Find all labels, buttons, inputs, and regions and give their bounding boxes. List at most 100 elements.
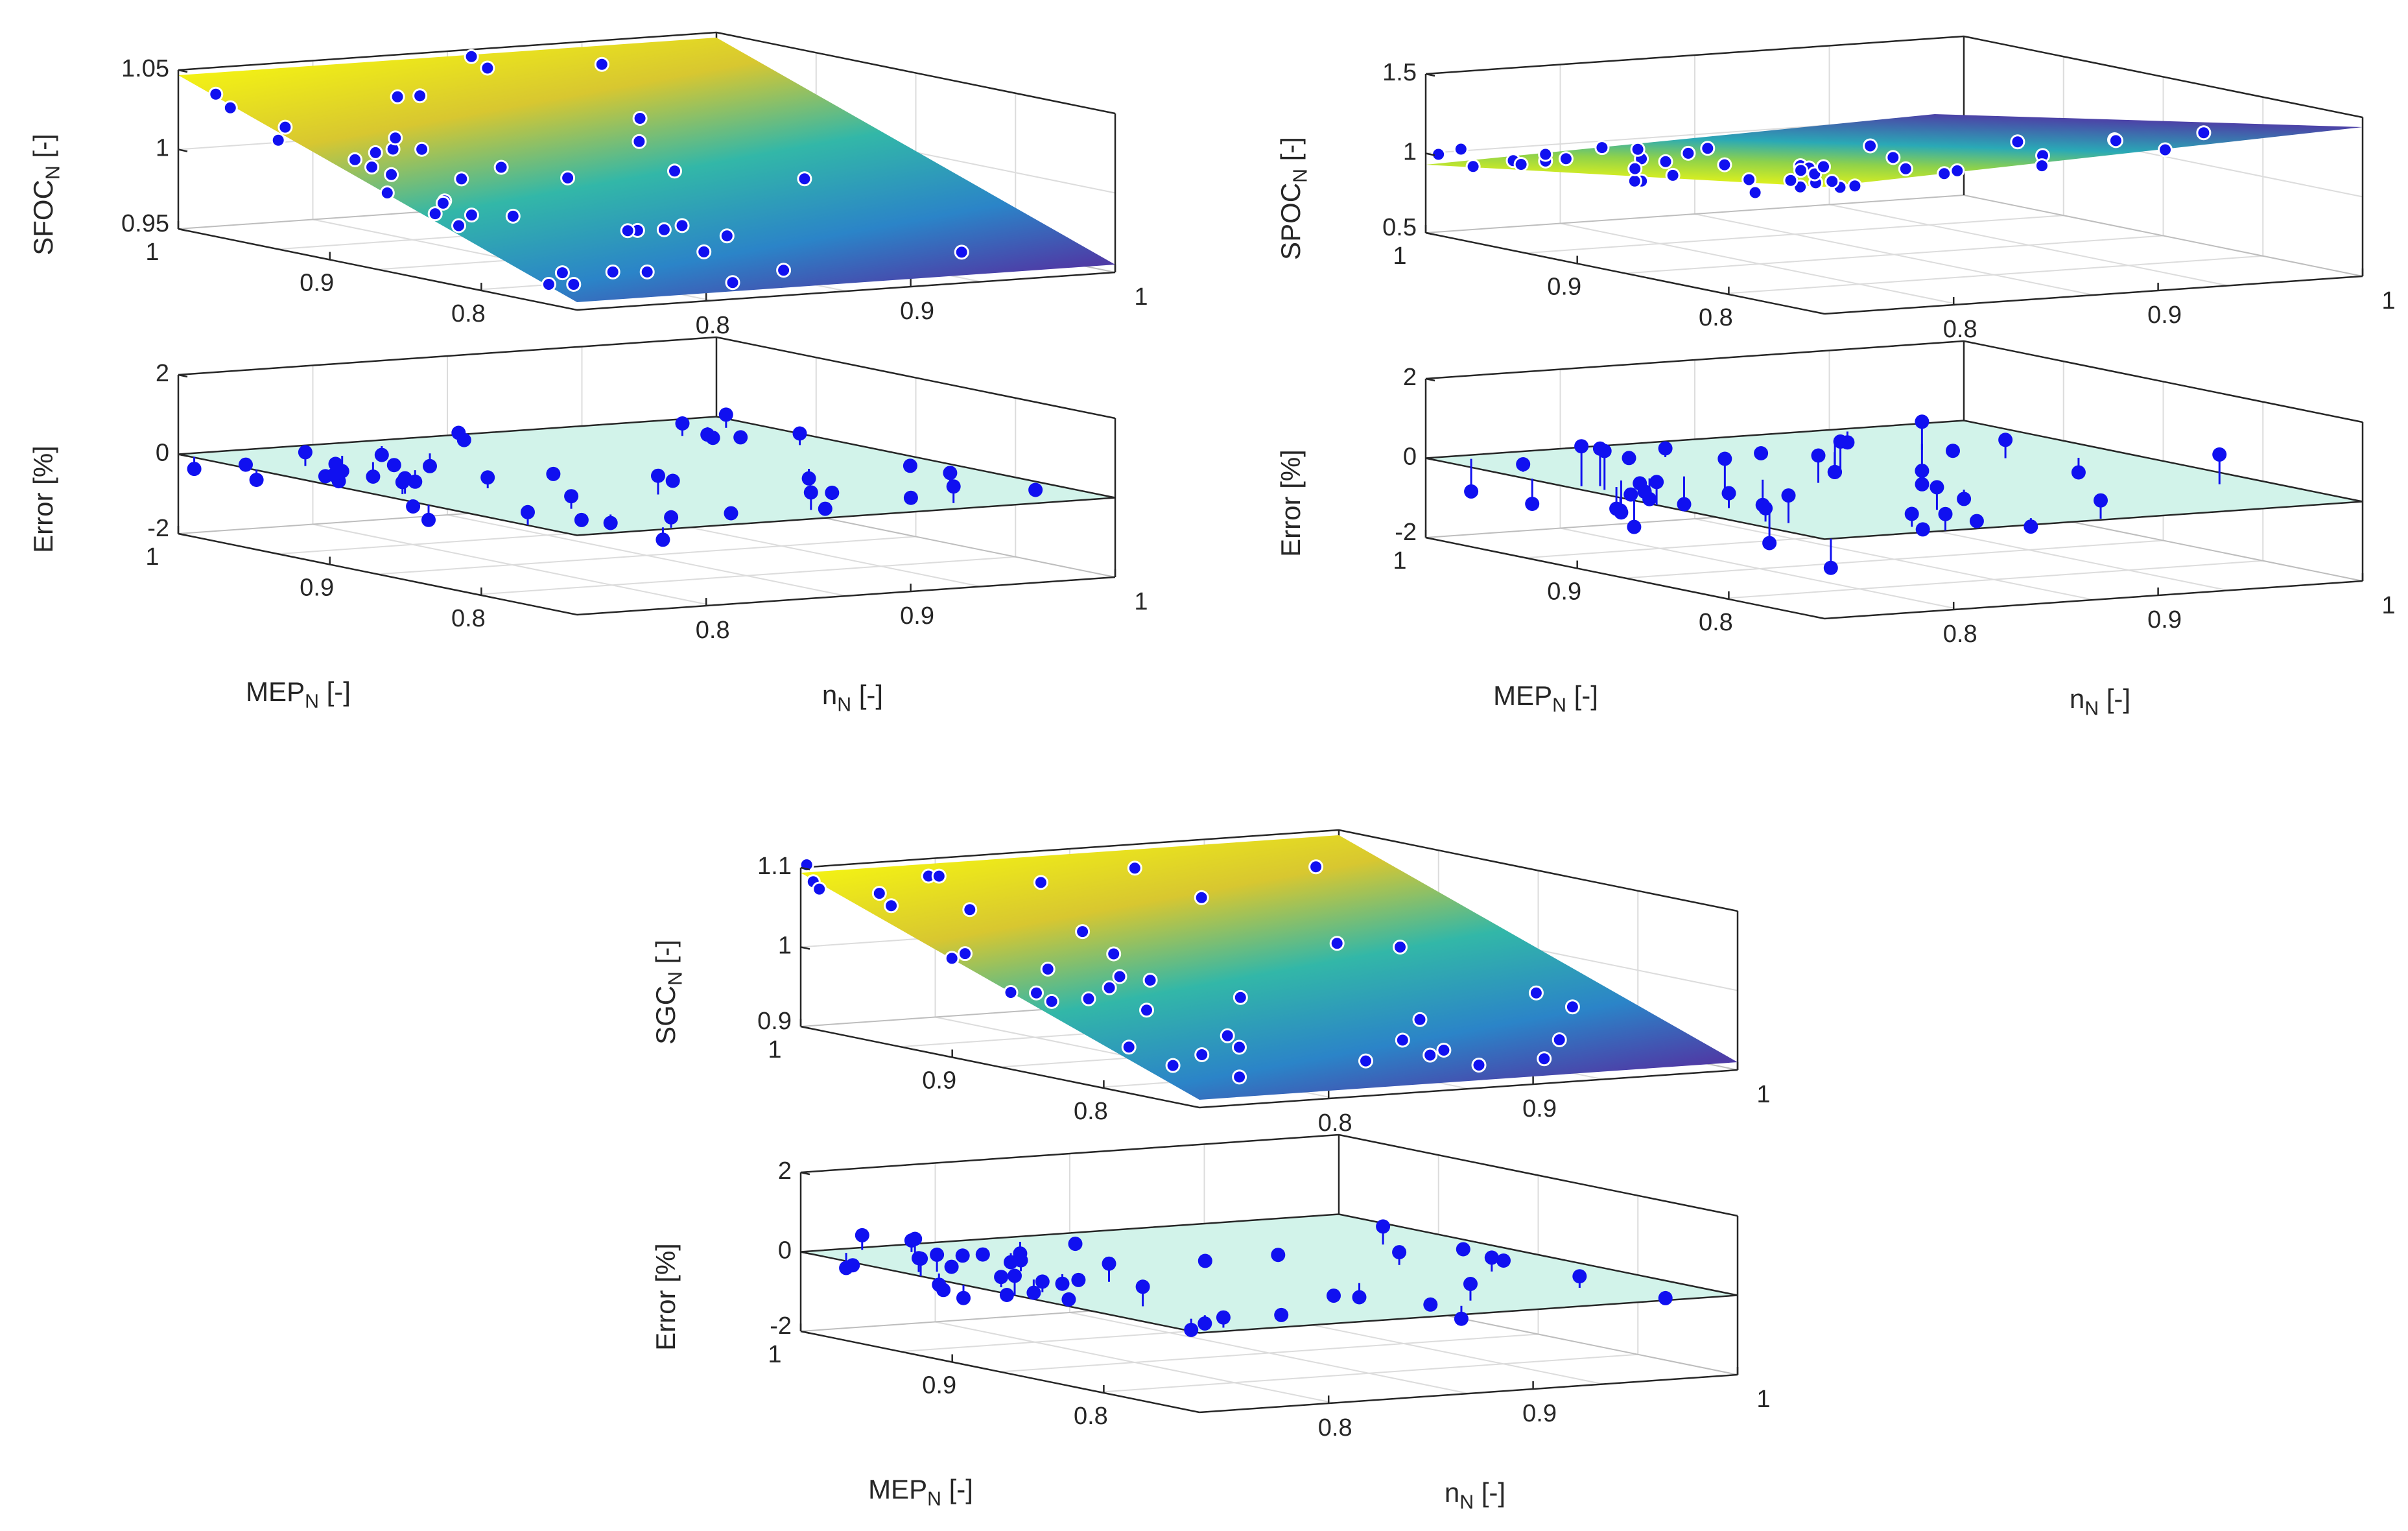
z-tick — [1425, 457, 1435, 461]
data-point — [1232, 1039, 1247, 1055]
z-tick-label: 1 — [156, 135, 169, 162]
box-edge — [1425, 195, 1965, 233]
data-point — [1564, 999, 1580, 1015]
grid-line — [377, 536, 916, 575]
z-tick — [800, 1171, 810, 1176]
error-point — [825, 485, 840, 500]
z-tick-label: 1.5 — [1382, 59, 1417, 86]
error-point — [1028, 482, 1043, 497]
y-axis-line — [800, 1025, 1200, 1109]
z-tick-label: 1 — [778, 932, 792, 960]
data-point — [1898, 161, 1913, 176]
data-point — [541, 277, 556, 292]
error-point — [724, 506, 738, 521]
data-point — [605, 264, 620, 279]
error-point — [801, 471, 816, 486]
data-point — [1658, 154, 1673, 169]
panel-2: -2 0 2 1 0.9 0.8 0.8 0.9 1 Error [%] MEPN [-] nN [-… — [28, 336, 1148, 715]
error-point — [1781, 488, 1796, 503]
data-point — [639, 264, 655, 279]
error-point — [1938, 506, 1953, 521]
data-point — [505, 208, 521, 224]
data-point — [412, 88, 428, 104]
x-tick-label: 1 — [1756, 1081, 1770, 1108]
z-tick-label: -2 — [770, 1312, 792, 1340]
data-point — [1793, 163, 1808, 178]
error-point — [1957, 492, 1972, 506]
data-point — [1558, 151, 1574, 167]
error-point — [930, 1247, 945, 1262]
z-axis-label: Error [%] — [1275, 449, 1306, 557]
data-point — [632, 134, 647, 149]
y-tick-label: 1 — [1393, 243, 1406, 270]
z-tick — [800, 1330, 810, 1335]
error-point — [943, 466, 958, 481]
y-axis-line — [800, 1330, 1200, 1414]
error-point — [1376, 1219, 1391, 1234]
error-point — [1035, 1274, 1050, 1289]
x-tick-label: 1 — [2381, 287, 2395, 315]
error-point — [1969, 514, 1984, 528]
z-axis-label: SFOCN [-] — [28, 134, 64, 255]
error-point — [1198, 1316, 1212, 1331]
data-point — [1528, 985, 1544, 1001]
error-point — [249, 473, 264, 487]
x-tick-label: 0.9 — [900, 298, 934, 325]
y-tick-label: 1 — [1393, 547, 1406, 575]
z-tick-label: 0 — [778, 1237, 792, 1264]
error-point — [1352, 1290, 1367, 1305]
data-point — [348, 152, 362, 167]
data-point — [1106, 946, 1122, 962]
grid-line — [1100, 1353, 1638, 1393]
data-point — [1630, 141, 1646, 157]
data-point — [1232, 1069, 1247, 1085]
z-tick-label: 2 — [778, 1157, 792, 1185]
z-tick — [800, 1025, 810, 1030]
data-point — [435, 195, 451, 211]
error-point — [386, 458, 401, 473]
error-point — [574, 512, 589, 527]
error-point — [1915, 522, 1930, 537]
error-point — [1198, 1253, 1212, 1268]
error-point — [1915, 477, 1930, 492]
z-tick — [800, 1251, 810, 1255]
error-point — [1915, 414, 1930, 429]
error-point — [397, 471, 412, 486]
data-point — [1165, 1058, 1181, 1073]
data-point — [1127, 860, 1142, 876]
z-tick-label: 0.5 — [1382, 214, 1417, 241]
error-point — [1184, 1322, 1199, 1337]
data-point — [1465, 159, 1481, 174]
x-tick-label: 0.9 — [2147, 302, 2182, 329]
error-point — [1717, 451, 1732, 466]
data-point — [1081, 991, 1096, 1006]
data-point — [696, 244, 712, 259]
data-point — [1513, 157, 1529, 172]
error-point — [1516, 457, 1531, 471]
data-point — [674, 218, 690, 233]
box-edge — [178, 336, 717, 376]
error-point — [955, 1248, 970, 1263]
z-tick-label: 0.95 — [121, 210, 169, 237]
data-point — [2010, 134, 2025, 150]
box-edge — [800, 829, 1340, 869]
error-point — [421, 512, 436, 527]
data-point — [1816, 159, 1831, 174]
box-edge — [1425, 35, 1965, 75]
error-point — [423, 458, 437, 473]
y-tick-label: 1 — [768, 1341, 781, 1368]
y-axis-line — [178, 228, 578, 311]
data-point — [1824, 174, 1840, 189]
data-point — [1044, 993, 1059, 1009]
data-point — [1075, 924, 1091, 940]
z-tick — [178, 453, 188, 457]
data-point — [566, 277, 582, 292]
data-point — [480, 60, 495, 76]
error-point — [1274, 1307, 1289, 1322]
x-axis-line — [576, 576, 1116, 616]
y-axis-label: MEPN [-] — [1493, 680, 1598, 716]
error-point — [1061, 1292, 1076, 1307]
error-point — [480, 470, 495, 485]
data-point — [1395, 1032, 1410, 1048]
